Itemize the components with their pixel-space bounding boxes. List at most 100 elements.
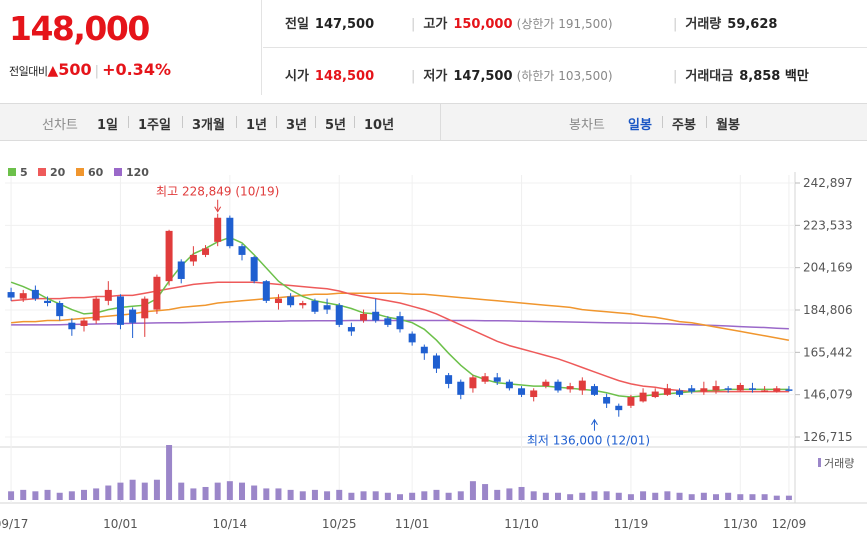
period-5y[interactable]: 5년	[325, 118, 347, 133]
period-10y[interactable]: 10년	[364, 118, 395, 133]
volume-bar	[518, 486, 525, 500]
period-selector-bar: 선차트 1일 1주일 3개월 1년 3년 5년 10년 봉차트 일봉 주봉 월봉	[0, 103, 867, 141]
candle-body	[360, 313, 368, 321]
candle-body	[262, 281, 270, 301]
candle-body	[761, 390, 769, 392]
change-amount: 500	[58, 60, 92, 79]
x-tick-label: 11/19	[614, 517, 649, 531]
candle-body	[445, 375, 453, 384]
volume-bar	[275, 488, 282, 500]
quote-header: 148,000 전일대비▲500 | +0.34% 전일 147,500 | 고가 150…	[0, 0, 867, 95]
candle-body	[420, 346, 428, 354]
period-monthly[interactable]: 월봉	[716, 118, 740, 133]
candle-body	[408, 333, 416, 343]
candle-body	[773, 388, 781, 392]
candle-body	[141, 298, 149, 319]
volume-bar	[700, 492, 707, 500]
volume-bar	[457, 491, 464, 500]
period-weekly[interactable]: 주봉	[672, 118, 696, 133]
volume-bar	[299, 491, 306, 500]
volume-bar	[263, 488, 270, 500]
period-1w[interactable]: 1주일	[138, 118, 171, 133]
candle-body	[396, 316, 404, 330]
y-tick-label: 223,533	[803, 218, 853, 232]
volume-bar	[20, 489, 27, 500]
candle-body	[44, 300, 52, 304]
candle-body	[311, 300, 319, 312]
candle-body	[493, 377, 501, 382]
volume-bar	[44, 489, 51, 500]
price-chart[interactable]: 242,897 223,533 204,169 184,806 165,442 146,0…	[0, 160, 867, 548]
open-value: 148,500	[314, 69, 375, 84]
y-tick-label: 242,897	[803, 176, 853, 190]
candle-body	[335, 305, 343, 325]
candle-body	[530, 390, 538, 398]
x-tick-label: 11/10	[504, 517, 539, 531]
period-3y[interactable]: 3년	[286, 118, 308, 133]
divider: |	[673, 17, 678, 32]
volume-bar	[287, 489, 294, 500]
volume-bar	[482, 484, 489, 500]
period-daily[interactable]: 일봉	[628, 118, 652, 133]
candle-body	[7, 292, 15, 298]
volume-bar	[178, 482, 185, 500]
divider	[354, 116, 355, 128]
x-tick-label: 09/17	[0, 517, 28, 531]
volume-bar	[32, 491, 39, 500]
volume-bar	[640, 491, 647, 500]
volume-bar	[239, 482, 245, 500]
period-3m[interactable]: 3개월	[192, 118, 225, 133]
candle-body	[639, 392, 647, 402]
high-label: 고가	[423, 17, 448, 32]
lower-limit: (하한가 103,500)	[516, 69, 613, 83]
volume-bar	[433, 489, 440, 500]
divider	[276, 116, 277, 128]
divider	[315, 116, 316, 128]
open-label: 시가	[285, 69, 309, 84]
volume-bar	[506, 488, 513, 500]
prev-close-value: 147,500	[314, 17, 375, 32]
divider: |	[94, 64, 100, 79]
candle-body	[104, 289, 112, 301]
period-1d[interactable]: 1일	[97, 118, 119, 133]
volume-bar	[190, 488, 197, 500]
candle-body	[274, 298, 282, 304]
x-tick-label: 10/01	[103, 517, 138, 531]
price-box: 148,000 전일대비▲500 | +0.34%	[0, 0, 262, 95]
volume-bar	[676, 492, 683, 500]
volume-bar	[372, 491, 379, 500]
y-tick-label: 126,715	[803, 430, 853, 444]
open-cell: 시가 148,500	[285, 65, 374, 84]
candle-body	[481, 376, 489, 382]
legend-label: 120	[126, 166, 149, 179]
volume-bar	[773, 495, 780, 500]
prev-close-label: 전일	[285, 17, 309, 32]
candle-body	[80, 320, 88, 326]
candle-body	[68, 322, 76, 330]
candle-body	[177, 261, 185, 279]
high-cell: | 고가 150,000 (상한가 191,500)	[411, 13, 613, 32]
divider	[263, 47, 867, 48]
candle-body	[724, 388, 732, 390]
volume-bar	[202, 486, 209, 500]
volume-bar	[737, 494, 744, 500]
candle-body	[505, 381, 513, 389]
legend-label: 60	[88, 166, 104, 179]
candle-chart-label: 봉차트	[569, 118, 605, 133]
change-row: 전일대비▲500 | +0.34%	[9, 60, 171, 79]
amount-value: 8,858 백만	[739, 69, 809, 84]
legend-swatch	[8, 168, 16, 176]
y-tick-label: 184,806	[803, 303, 853, 317]
candle-body	[153, 276, 161, 310]
candle-body	[323, 305, 331, 310]
period-1y[interactable]: 1년	[246, 118, 268, 133]
volume-bar	[397, 494, 403, 500]
x-tick-label: 11/30	[723, 517, 758, 531]
x-tick-label: 11/01	[395, 517, 430, 531]
volume-bar	[105, 485, 112, 500]
candle-body	[238, 246, 246, 255]
y-tick-label: 165,442	[803, 345, 853, 359]
volume-bar	[409, 492, 416, 500]
volume-bar	[421, 491, 428, 500]
